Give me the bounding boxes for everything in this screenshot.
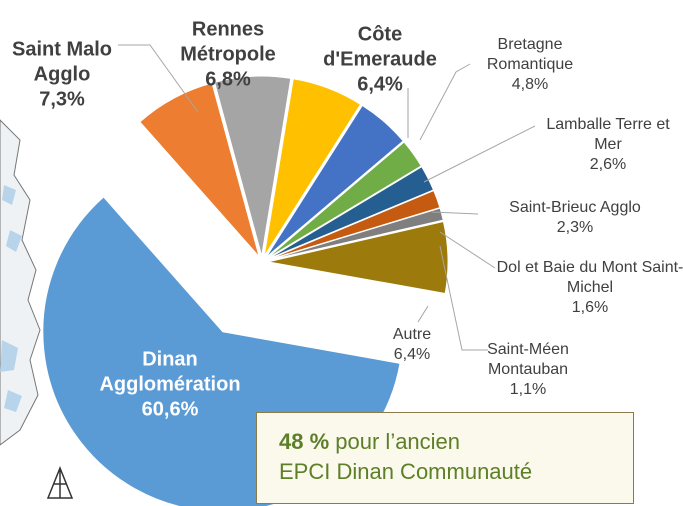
slice (267, 189, 441, 261)
value-label: 1,1% (509, 381, 547, 398)
slice (213, 75, 292, 257)
slice (267, 207, 444, 261)
category-name: Saint-Brieuc Agglo (509, 199, 641, 216)
value-label: 6,8% (205, 68, 251, 91)
slice (265, 104, 404, 258)
value-label: 7,3% (39, 88, 85, 111)
annotation-highlight: 48 % (279, 429, 330, 454)
category-name: Saint Malo Agglo (11, 38, 112, 86)
annotation-line: 48 % pour l’ancien (279, 427, 633, 457)
annotation-text: pour l’ancien (335, 429, 461, 454)
slice-label: Saint Malo Agglo 7,3% (0, 38, 127, 113)
slice-label: Lamballe Terre et Mer 2,6% (533, 115, 683, 175)
slice (267, 220, 449, 295)
category-name: Autre (392, 326, 432, 343)
value-label: 2,6% (589, 156, 627, 173)
value-label: 60,6% (141, 398, 199, 421)
category-name: Saint-Méen Montauban (487, 341, 569, 378)
slice (266, 141, 422, 259)
slice (139, 82, 260, 258)
value-label: 6,4% (393, 346, 431, 363)
category-name: Bretagne Romantique (486, 36, 574, 73)
slice (263, 78, 362, 257)
category-name: Dinan Agglomération (99, 348, 241, 396)
category-name: Rennes Métropole (180, 18, 276, 66)
slice-label: Saint-Brieuc Agglo 2,3% (480, 198, 670, 238)
value-label: 2,3% (556, 219, 594, 236)
leader-lines (118, 44, 536, 351)
category-name: Lamballe Terre et Mer (546, 116, 670, 153)
slice-label: Bretagne Romantique 4,8% (460, 35, 600, 95)
annotation: 48 % pour l’ancien EPCI Dinan Communauté (256, 412, 634, 504)
compass (46, 465, 74, 499)
annotation-line: EPCI Dinan Communauté (279, 459, 533, 484)
slice-label: Autre 6,4% (382, 325, 442, 365)
category-name: Côte d'Emeraude (323, 23, 437, 71)
slice-label: Dinan Agglomération 60,6% (75, 348, 265, 423)
slice (267, 166, 435, 260)
value-label: 4,8% (511, 76, 549, 93)
map (0, 119, 41, 446)
slice-label: Dol et Baie du Mont Saint-Michel 1,6% (495, 258, 683, 318)
value-label: 6,4% (357, 73, 403, 96)
slice-label: Côte d'Emeraude 6,4% (300, 23, 460, 98)
value-label: 1,6% (571, 299, 609, 316)
slice-label: Saint-Méen Montauban 1,1% (468, 340, 588, 400)
slice-label: Rennes Métropole 6,8% (163, 18, 293, 93)
category-name: Dol et Baie du Mont Saint-Michel (496, 259, 683, 296)
